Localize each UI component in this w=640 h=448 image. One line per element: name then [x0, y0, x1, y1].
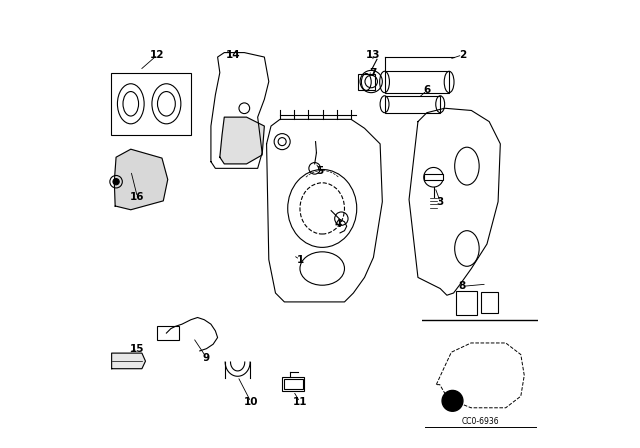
- Text: 13: 13: [366, 50, 381, 60]
- Circle shape: [113, 179, 119, 185]
- Text: 3: 3: [436, 197, 444, 207]
- Text: 8: 8: [459, 281, 466, 291]
- Polygon shape: [220, 117, 264, 164]
- Text: 15: 15: [130, 344, 145, 353]
- Text: 9: 9: [203, 353, 210, 362]
- Text: 5: 5: [316, 166, 324, 176]
- Text: 10: 10: [244, 397, 259, 407]
- Text: 12: 12: [150, 50, 164, 60]
- Text: 14: 14: [226, 50, 241, 60]
- Text: 7: 7: [370, 68, 377, 78]
- Text: 1: 1: [296, 254, 303, 265]
- FancyBboxPatch shape: [424, 174, 444, 181]
- Text: 11: 11: [292, 397, 307, 407]
- Polygon shape: [111, 353, 145, 369]
- Text: 2: 2: [459, 50, 466, 60]
- Text: 6: 6: [423, 86, 431, 95]
- Text: 16: 16: [130, 192, 145, 202]
- Text: 4: 4: [334, 219, 342, 229]
- Polygon shape: [115, 149, 168, 210]
